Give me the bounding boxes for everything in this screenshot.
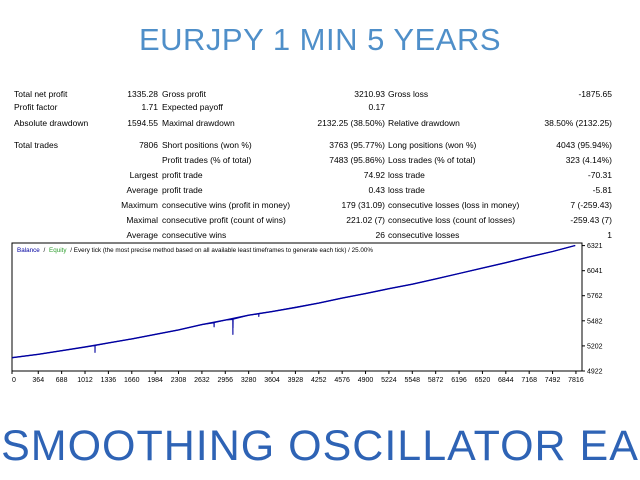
x-tick-label: 7168 — [521, 377, 537, 384]
stat-label: Largest — [129, 170, 158, 180]
stat-label: consecutive loss (count of losses) — [388, 215, 516, 225]
stat-label: Total trades — [14, 140, 58, 150]
x-axis: 0 364 688 1012 1336 1660 1984 2308 2632 2956 3280 3… — [11, 371, 584, 384]
stat-label: Gross loss — [388, 89, 429, 99]
legend-balance: Balance — [17, 247, 40, 254]
legend-equity: Equity — [49, 247, 67, 254]
x-tick-label: 6520 — [475, 377, 491, 384]
x-tick-label: 5872 — [428, 377, 444, 384]
stat-value: -1875.65 — [578, 89, 612, 99]
stat-label: profit trade — [162, 185, 203, 195]
stat-value: 323 (4.14%) — [565, 155, 612, 165]
stat-label: Average — [126, 230, 158, 240]
x-tick-label: 6844 — [498, 377, 514, 384]
stat-label: loss trade — [388, 170, 425, 180]
x-tick-label: 364 — [32, 377, 44, 384]
y-tick-label: 5482 — [587, 318, 603, 325]
y-tick-label: 6041 — [587, 268, 603, 275]
stat-label: Gross profit — [162, 89, 206, 99]
x-tick-label: 4900 — [358, 377, 374, 384]
balance-equity-chart: Balance / Equity / Every tick (the most … — [11, 242, 603, 384]
stat-value: 3210.93 — [354, 89, 385, 99]
chart-series — [11, 244, 576, 359]
stat-label: Average — [126, 185, 158, 195]
x-tick-label: 7816 — [568, 377, 584, 384]
stat-label: Total net profit — [14, 89, 68, 99]
stats-table: Total net profit 1335.28 Gross profit 32… — [14, 89, 612, 240]
stat-label: Absolute drawdown — [14, 118, 89, 128]
stat-value: 1594.55 — [127, 118, 158, 128]
footer-title: SMOOTHING OSCILLATOR EA — [1, 422, 639, 470]
stat-label: consecutive profit (count of wins) — [162, 215, 286, 225]
y-axis: 6321 6041 5762 5482 5202 4922 — [582, 243, 603, 376]
x-tick-label: 3280 — [241, 377, 257, 384]
stat-label: Maximal drawdown — [162, 118, 235, 128]
stat-label: Profit trades (% of total) — [162, 155, 252, 165]
y-tick-label: 4922 — [587, 369, 603, 376]
stat-value: 3763 (95.77%) — [329, 140, 385, 150]
stat-value: 74.92 — [363, 170, 385, 180]
stat-value: -5.81 — [592, 185, 612, 195]
series-line-balance — [11, 244, 576, 359]
page-title: EURJPY 1 MIN 5 YEARS — [138, 22, 502, 57]
stat-value: 7 (-259.43) — [570, 200, 612, 210]
x-tick-label: 3604 — [264, 377, 280, 384]
x-tick-label: 1660 — [124, 377, 140, 384]
stat-value: 26 — [375, 230, 385, 240]
stat-value: 0.43 — [368, 185, 385, 195]
y-tick-label: 5202 — [587, 343, 603, 350]
stat-label: profit trade — [162, 170, 203, 180]
x-tick-label: 1984 — [147, 377, 163, 384]
stat-label: consecutive losses — [388, 230, 460, 240]
stat-label: Profit factor — [14, 102, 58, 112]
x-tick-label: 2308 — [171, 377, 187, 384]
stat-value: 7483 (95.86%) — [329, 155, 385, 165]
stat-label: Relative drawdown — [388, 118, 460, 128]
stat-label: consecutive wins (profit in money) — [162, 200, 291, 210]
stat-value: 0.17 — [368, 102, 385, 112]
y-tick-label: 6321 — [587, 243, 603, 250]
x-tick-label: 1012 — [77, 377, 93, 384]
stat-label: consecutive wins — [162, 230, 227, 240]
x-tick-label: 1336 — [101, 377, 117, 384]
x-tick-label: 3928 — [288, 377, 304, 384]
stat-label: loss trade — [388, 185, 425, 195]
x-tick-label: 688 — [56, 377, 68, 384]
stat-value: 4043 (95.94%) — [556, 140, 612, 150]
legend-separator: / — [44, 247, 46, 254]
stat-value: -259.43 (7) — [570, 215, 612, 225]
stat-label: Short positions (won %) — [162, 140, 252, 150]
x-tick-label: 2956 — [217, 377, 233, 384]
x-tick-label: 0 — [12, 377, 16, 384]
stat-label: Maximum — [121, 200, 158, 210]
stat-label: Maximal — [126, 215, 158, 225]
x-tick-label: 2632 — [194, 377, 210, 384]
legend-rest: / Every tick (the most precise method ba… — [70, 247, 373, 254]
stat-value: -70.31 — [587, 170, 612, 180]
x-tick-label: 5224 — [381, 377, 397, 384]
stat-value: 1335.28 — [127, 89, 158, 99]
stat-label: Long positions (won %) — [388, 140, 477, 150]
stat-value: 38.50% (2132.25) — [544, 118, 612, 128]
x-tick-label: 4576 — [334, 377, 350, 384]
x-tick-label: 6196 — [451, 377, 467, 384]
stat-value: 2132.25 (38.50%) — [317, 118, 385, 128]
stat-label: Expected payoff — [162, 102, 223, 112]
stat-value: 221.02 (7) — [346, 215, 385, 225]
stat-value: 179 (31.09) — [341, 200, 385, 210]
y-tick-label: 5762 — [587, 293, 603, 300]
stat-value: 7806 — [139, 140, 158, 150]
chart-legend: Balance / Equity / Every tick (the most … — [17, 247, 373, 254]
x-tick-label: 5548 — [405, 377, 421, 384]
stat-value: 1.71 — [141, 102, 158, 112]
stat-value: 1 — [607, 230, 612, 240]
stat-label: Loss trades (% of total) — [388, 155, 476, 165]
x-tick-label: 7492 — [545, 377, 561, 384]
stat-label: consecutive losses (loss in money) — [388, 200, 520, 210]
x-tick-label: 4252 — [311, 377, 327, 384]
